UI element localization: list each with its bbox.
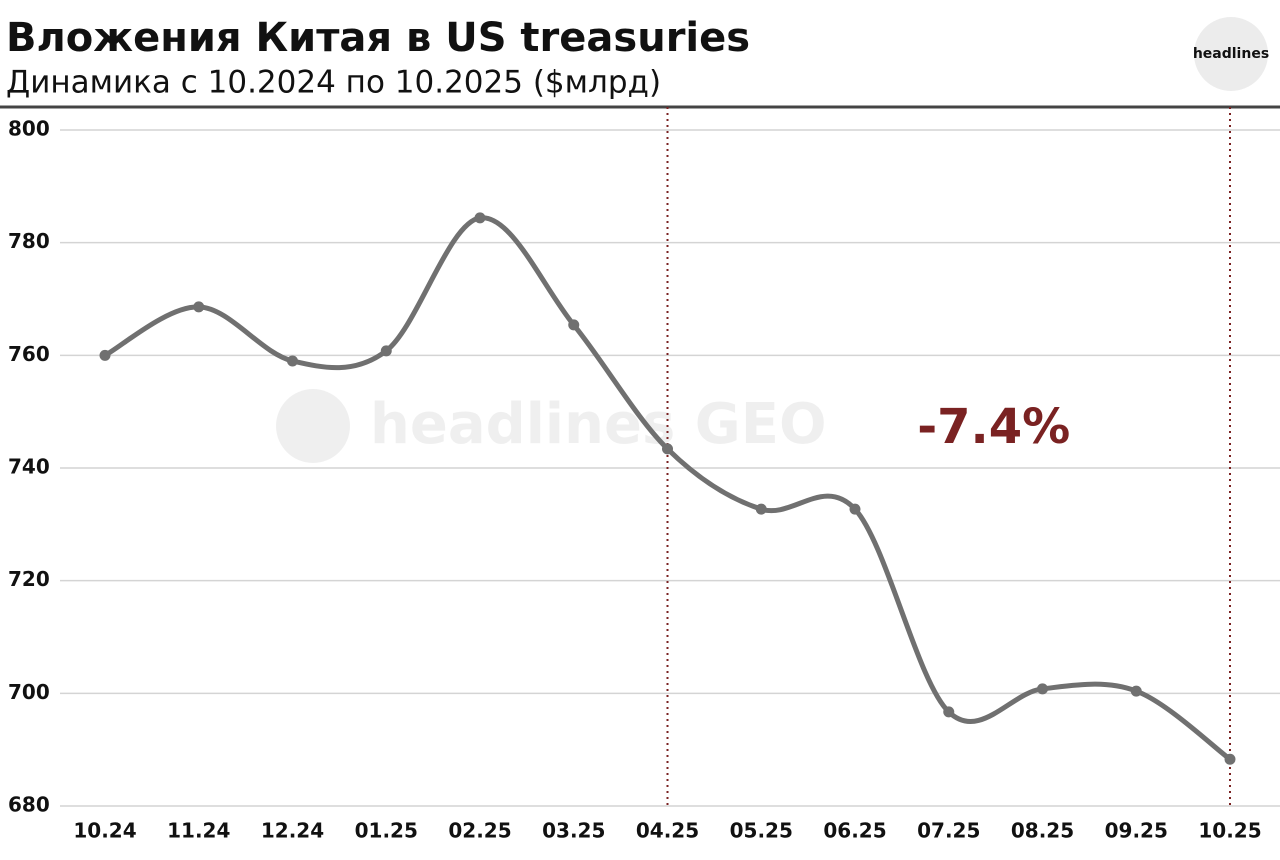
y-tick-label: 720: [8, 567, 50, 591]
x-tick-label: 07.25: [917, 819, 980, 843]
x-tick-label: 09.25: [1105, 819, 1168, 843]
watermark-icon: [276, 389, 350, 463]
data-point: [849, 503, 861, 515]
x-tick-label: 10.25: [1198, 819, 1261, 843]
data-point: [1130, 685, 1142, 697]
x-tick-label: 03.25: [542, 819, 605, 843]
y-tick-label: 700: [8, 680, 50, 704]
x-tick-label: 01.25: [355, 819, 418, 843]
x-tick-label: 02.25: [448, 819, 511, 843]
data-point: [662, 443, 673, 455]
x-tick-label: 12.24: [261, 819, 324, 843]
x-tick-label: 04.25: [636, 819, 699, 843]
data-point: [943, 706, 955, 718]
brand-badge: [1194, 17, 1268, 91]
x-tick-label: 10.24: [73, 819, 136, 843]
data-point: [755, 503, 767, 515]
data-point: [380, 345, 392, 357]
x-tick-label: 05.25: [730, 819, 793, 843]
data-point: [287, 355, 298, 367]
watermark-text: headlines GEO: [370, 392, 827, 457]
x-tick-label: 08.25: [1011, 819, 1074, 843]
data-point: [193, 301, 205, 313]
data-point: [1037, 683, 1048, 695]
data-point: [99, 349, 111, 361]
y-tick-label: 680: [8, 793, 50, 817]
data-point: [474, 212, 486, 224]
brand-label: headlines: [1193, 46, 1269, 62]
watermark: headlines GEO: [276, 389, 827, 463]
y-tick-label: 780: [8, 229, 50, 253]
y-tick-label: 760: [8, 342, 50, 366]
y-tick-label: 740: [8, 455, 50, 479]
x-tick-label: 06.25: [823, 819, 886, 843]
x-tick-label: 11.24: [167, 819, 230, 843]
y-tick-label: 800: [8, 117, 50, 141]
annotation: -7.4%: [917, 399, 1070, 455]
data-point: [1224, 753, 1236, 765]
chart-subtitle: Динамика с 10.2024 по 10.2025 ($млрд): [6, 65, 661, 101]
chart-title: Вложения Китая в US treasuries: [6, 15, 750, 61]
data-point: [568, 319, 580, 331]
